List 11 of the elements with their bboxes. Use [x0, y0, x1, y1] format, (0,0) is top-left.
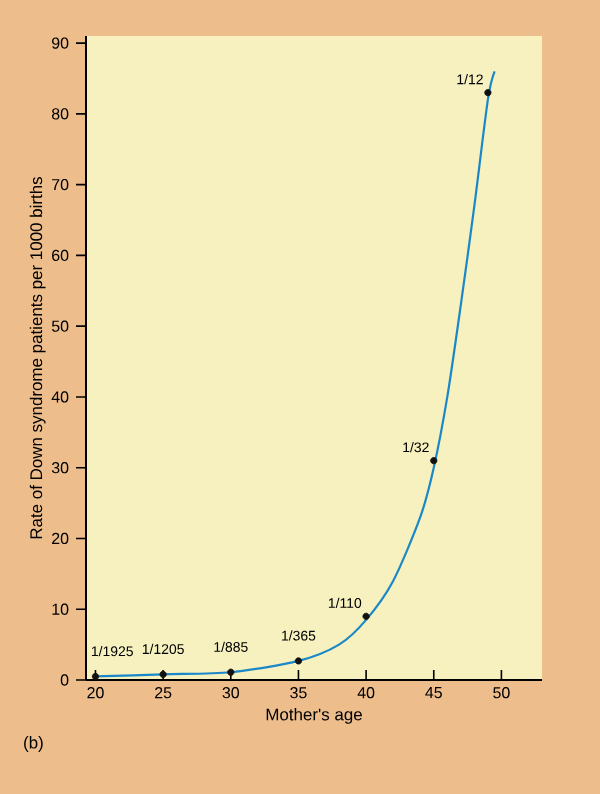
text: (b): [24, 736, 43, 752]
point: [227, 668, 235, 676]
x-axis-title: Mother's age: [266, 708, 362, 724]
point: [484, 89, 492, 97]
point: [91, 672, 100, 681]
point: [430, 457, 438, 465]
point: [362, 612, 370, 620]
y-axis-title: Rate of Down syndrome patients per 1000 births: [29, 177, 46, 539]
line-series: [94, 70, 496, 678]
point: [294, 657, 303, 665]
point: [159, 670, 167, 678]
